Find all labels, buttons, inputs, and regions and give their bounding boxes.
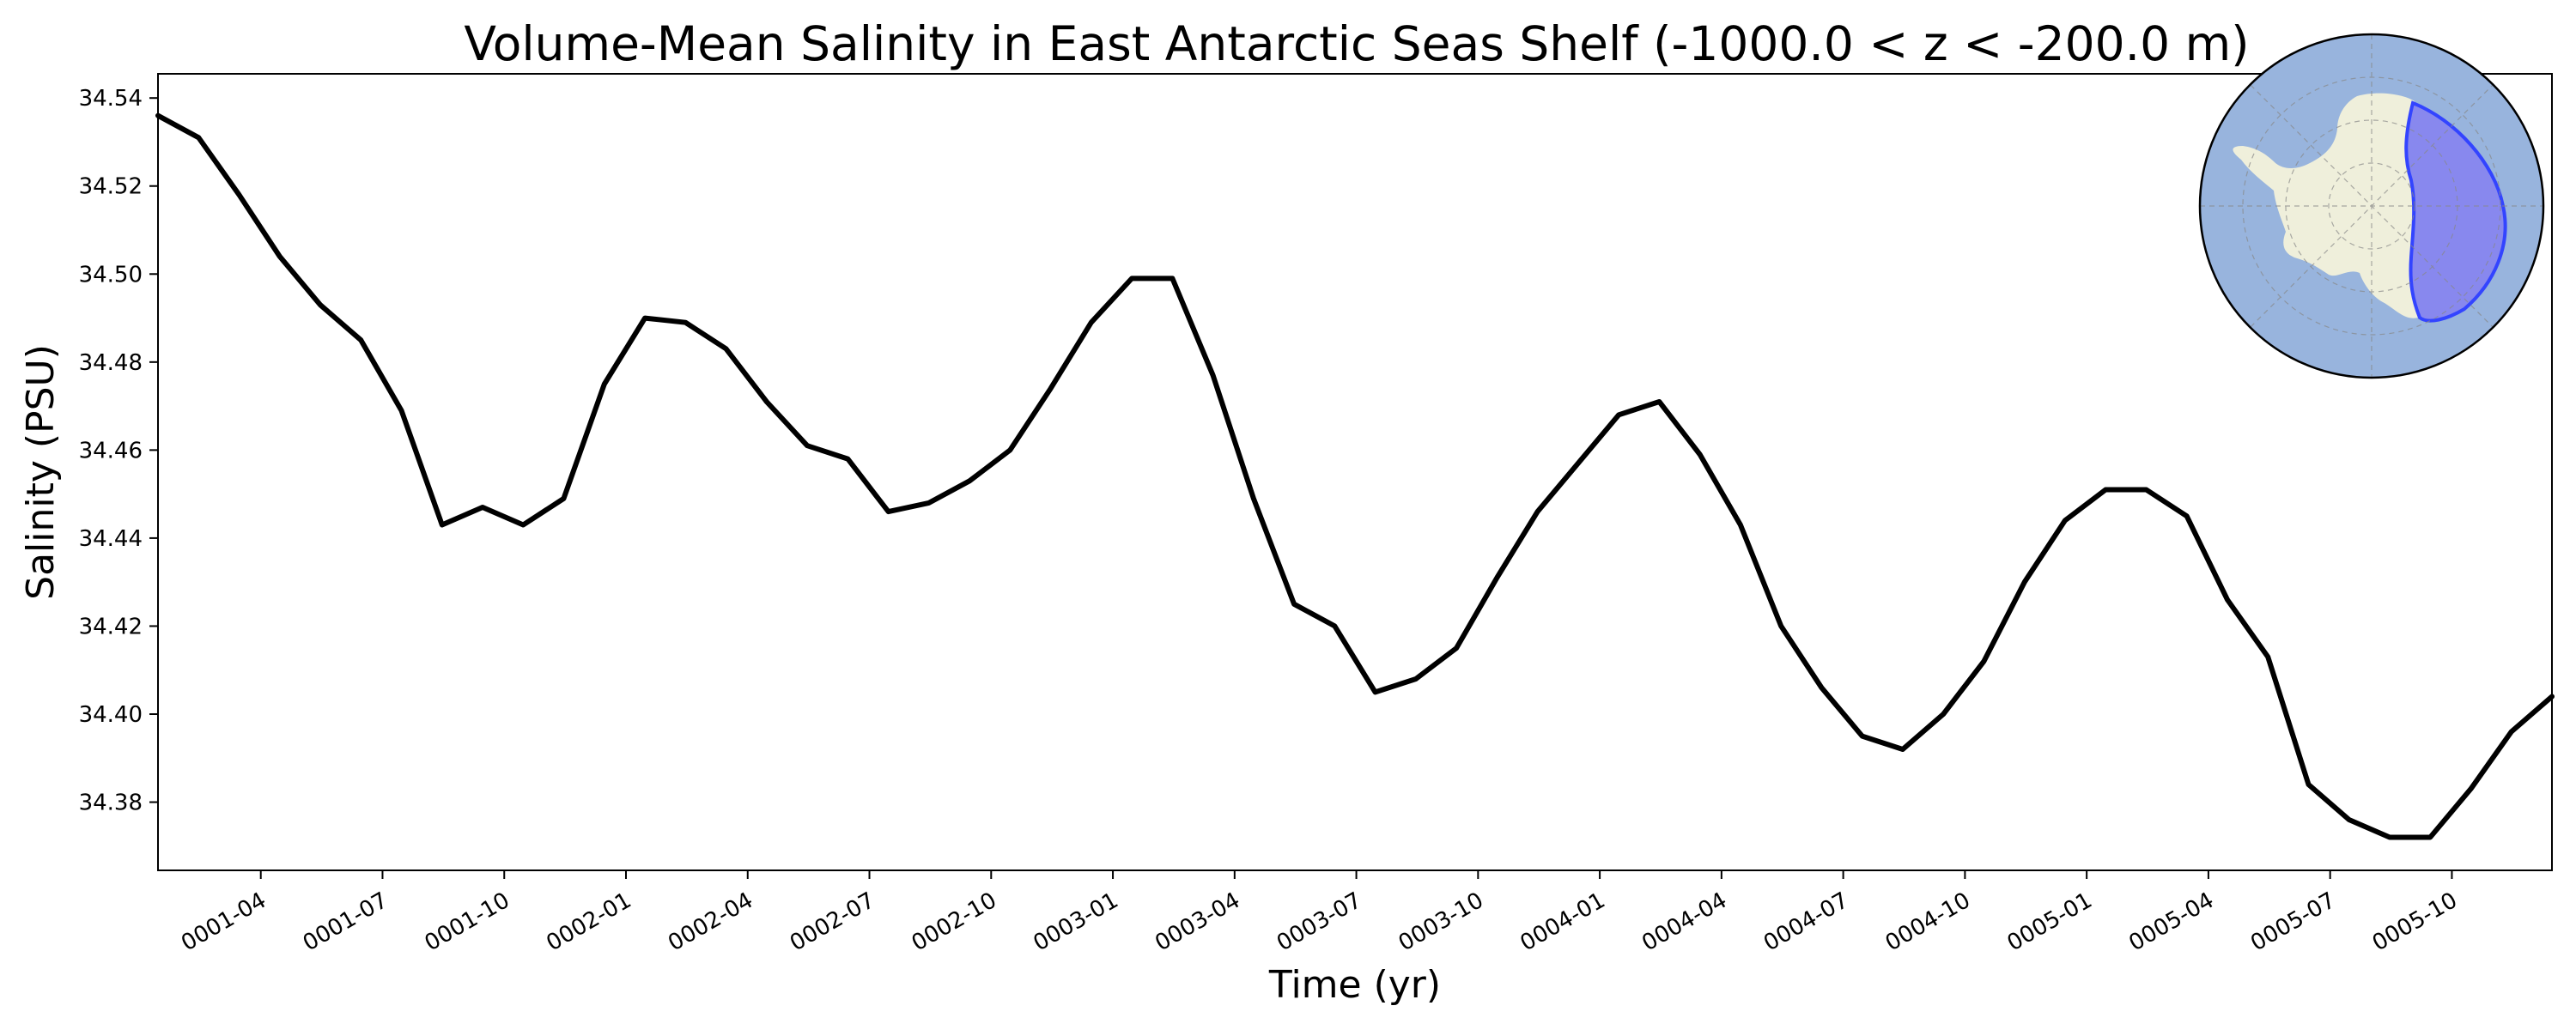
x-axis-label: Time (yr) bbox=[1268, 963, 1441, 1007]
x-tick-label: 0001-07 bbox=[299, 888, 392, 956]
x-tick-label: 0002-07 bbox=[786, 888, 879, 956]
y-tick-label: 34.40 bbox=[79, 702, 143, 728]
x-tick-label: 0004-04 bbox=[1637, 888, 1731, 956]
x-tick-label: 0002-10 bbox=[908, 888, 1001, 956]
y-tick-label: 34.50 bbox=[79, 262, 143, 288]
map-graticule bbox=[2200, 34, 2543, 378]
chart-title: Volume-Mean Salinity in East Antarctic S… bbox=[464, 16, 2249, 71]
x-tick-label: 0002-04 bbox=[664, 888, 757, 956]
x-tick-label: 0004-07 bbox=[1759, 888, 1853, 956]
x-tick-label: 0004-01 bbox=[1516, 888, 1610, 956]
x-tick-label: 0003-07 bbox=[1273, 888, 1366, 956]
east-antarctic-shelf-region bbox=[2404, 100, 2507, 323]
y-tick-label: 34.48 bbox=[79, 350, 143, 376]
y-tick-label: 34.42 bbox=[79, 614, 143, 639]
y-tick-label: 34.46 bbox=[79, 438, 143, 464]
map-border bbox=[2198, 33, 2545, 379]
x-tick-label: 0003-10 bbox=[1394, 888, 1488, 956]
y-tick-label: 34.54 bbox=[79, 86, 143, 112]
salinity-series-line bbox=[155, 112, 2555, 840]
x-tick-label: 0003-01 bbox=[1029, 888, 1122, 956]
x-tick-label: 0005-04 bbox=[2124, 888, 2218, 956]
x-tick-label: 0005-01 bbox=[2003, 888, 2097, 956]
x-axis: 0001-04 0001-07 0001-10 0002-01 0002-04 0002-… bbox=[177, 870, 2462, 956]
antarctica-inset-map bbox=[2198, 33, 2545, 379]
y-tick-label: 34.52 bbox=[79, 174, 143, 200]
x-tick-label: 0003-04 bbox=[1151, 888, 1244, 956]
y-tick-label: 34.44 bbox=[79, 526, 143, 552]
plot-frame bbox=[157, 73, 2553, 871]
x-tick-label: 0005-10 bbox=[2368, 888, 2462, 956]
x-tick-label: 0002-01 bbox=[542, 888, 635, 956]
x-tick-label: 0001-10 bbox=[421, 888, 514, 956]
y-axis: 34.38 34.40 34.42 34.44 34.46 34.48 34.50 34.52… bbox=[79, 86, 158, 816]
x-tick-label: 0005-07 bbox=[2246, 888, 2340, 956]
x-tick-label: 0004-10 bbox=[1881, 888, 1975, 956]
x-tick-label: 0001-04 bbox=[177, 888, 270, 956]
y-tick-label: 34.38 bbox=[79, 791, 143, 816]
y-axis-label: Salinity (PSU) bbox=[19, 344, 63, 600]
